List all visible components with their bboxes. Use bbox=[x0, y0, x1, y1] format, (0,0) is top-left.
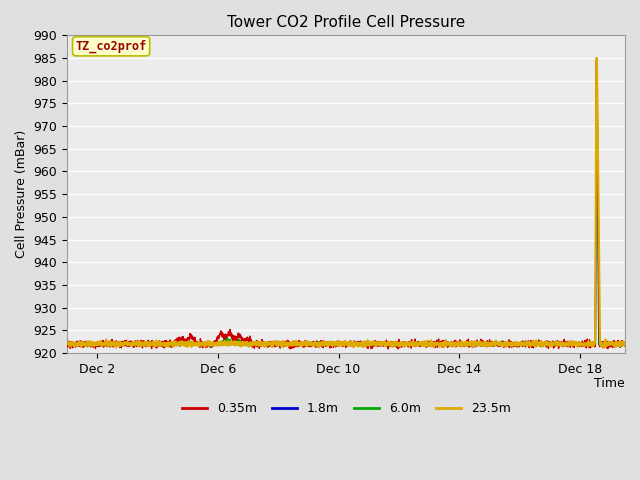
Text: TZ_co2prof: TZ_co2prof bbox=[76, 40, 147, 53]
X-axis label: Time: Time bbox=[595, 377, 625, 390]
Title: Tower CO2 Profile Cell Pressure: Tower CO2 Profile Cell Pressure bbox=[227, 15, 465, 30]
Y-axis label: Cell Pressure (mBar): Cell Pressure (mBar) bbox=[15, 130, 28, 258]
Legend: 0.35m, 1.8m, 6.0m, 23.5m: 0.35m, 1.8m, 6.0m, 23.5m bbox=[177, 397, 515, 420]
